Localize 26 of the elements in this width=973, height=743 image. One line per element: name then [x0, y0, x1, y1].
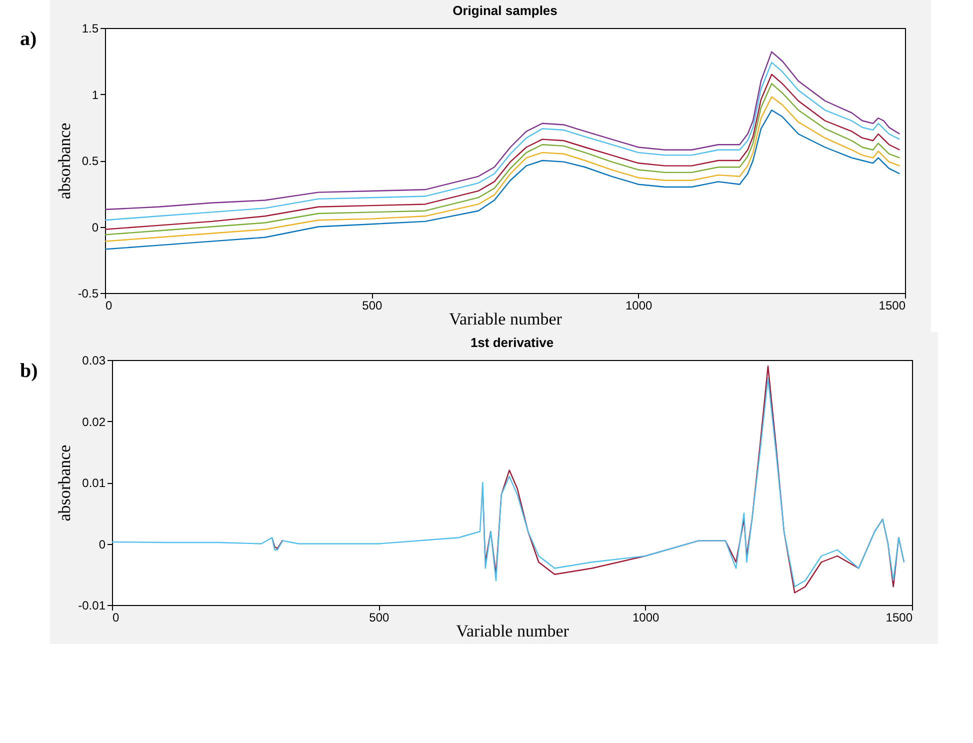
y-tick-label: 0.02	[82, 414, 106, 429]
y-tick-label: 0	[98, 537, 106, 552]
text: a)	[20, 28, 37, 51]
y-axis-title: absorbance	[55, 444, 74, 522]
chart-title: 1st derivative	[470, 335, 554, 350]
y-tick-label: -0.5	[78, 286, 99, 300]
y-tick-label: 0.5	[82, 154, 99, 168]
x-axis-title: Variable number	[449, 310, 562, 328]
y-tick-label: 0	[92, 220, 99, 234]
chart-title: Original samples	[452, 3, 558, 18]
x-tick-label: 1500	[878, 298, 906, 312]
x-tick-label: 1500	[886, 610, 913, 624]
x-tick-label: 0	[112, 610, 120, 624]
line-series	[112, 378, 905, 588]
x-tick-label: 500	[369, 610, 390, 624]
y-tick-label: 1	[92, 88, 99, 102]
x-tick-label: 1000	[625, 298, 653, 312]
y-tick-label: 1.5	[82, 22, 99, 36]
x-axis-title: Variable number	[456, 622, 570, 640]
y-axis-title: absorbance	[54, 122, 74, 200]
text: b)	[20, 360, 38, 383]
y-tick-label: -0.01	[78, 598, 106, 612]
y-tick-label: 0.01	[82, 476, 106, 490]
y-tick-label: 0.03	[82, 354, 106, 368]
x-tick-label: 1000	[632, 610, 660, 624]
x-tick-label: 500	[362, 298, 382, 312]
